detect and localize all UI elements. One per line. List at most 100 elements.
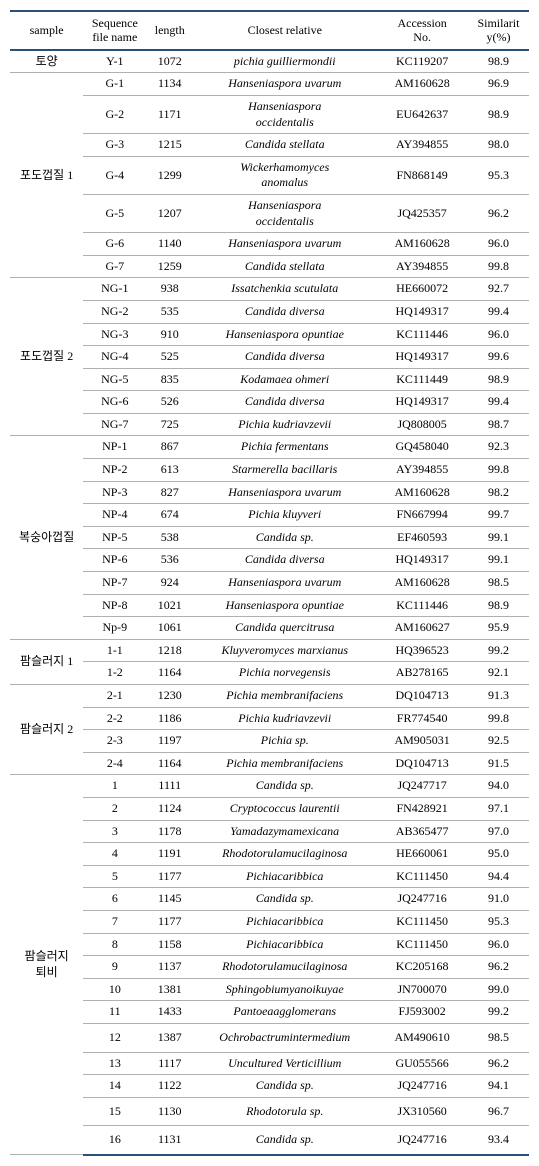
table-row: 141122Candida sp.JQ24771694.1 bbox=[10, 1075, 529, 1098]
similarity-cell: 97.1 bbox=[468, 797, 529, 820]
accession-cell: FR774540 bbox=[376, 707, 468, 730]
length-cell: 1218 bbox=[146, 639, 193, 662]
similarity-cell: 93.4 bbox=[468, 1126, 529, 1155]
relative-cell: Candida diversa bbox=[193, 346, 376, 369]
seq-cell: 6 bbox=[83, 888, 146, 911]
similarity-cell: 96.7 bbox=[468, 1097, 529, 1126]
length-cell: 938 bbox=[146, 278, 193, 301]
species-name: Pichia kluyveri bbox=[248, 507, 321, 521]
similarity-cell: 92.3 bbox=[468, 436, 529, 459]
table-row: NG-5835Kodamaea ohmeriKC11144998.9 bbox=[10, 368, 529, 391]
length-cell: 1197 bbox=[146, 730, 193, 753]
seq-cell: 3 bbox=[83, 820, 146, 843]
seq-cell: NP-3 bbox=[83, 481, 146, 504]
species-name: Pichia kudriavzevii bbox=[238, 417, 331, 431]
length-cell: 1130 bbox=[146, 1097, 193, 1126]
accession-cell: DQ104713 bbox=[376, 752, 468, 775]
similarity-cell: 95.0 bbox=[468, 843, 529, 866]
relative-cell: Candida stellata bbox=[193, 134, 376, 157]
length-cell: 1137 bbox=[146, 956, 193, 979]
accession-cell: GU055566 bbox=[376, 1052, 468, 1075]
accession-cell: FN428921 bbox=[376, 797, 468, 820]
table-row: NP-81021Hanseniaspora opuntiaeKC11144698… bbox=[10, 594, 529, 617]
similarity-cell: 92.1 bbox=[468, 662, 529, 685]
seq-cell: NG-7 bbox=[83, 413, 146, 436]
seq-cell: NG-4 bbox=[83, 346, 146, 369]
similarity-cell: 99.2 bbox=[468, 1001, 529, 1024]
table-row: 팜슬러지 11-11218Kluyveromyces marxianusHQ39… bbox=[10, 639, 529, 662]
accession-cell: DQ104713 bbox=[376, 685, 468, 708]
relative-cell: Candida sp. bbox=[193, 775, 376, 798]
relative-cell: Candida diversa bbox=[193, 300, 376, 323]
species-name: Candida quercitrusa bbox=[235, 620, 334, 634]
seq-cell: NP-1 bbox=[83, 436, 146, 459]
length-cell: 1178 bbox=[146, 820, 193, 843]
table-row: NP-3827Hanseniaspora uvarumAM16062898.2 bbox=[10, 481, 529, 504]
accession-cell: HQ149317 bbox=[376, 391, 468, 414]
similarity-cell: 91.0 bbox=[468, 888, 529, 911]
similarity-cell: 95.3 bbox=[468, 910, 529, 933]
seq-cell: G-6 bbox=[83, 233, 146, 256]
length-cell: 1072 bbox=[146, 50, 193, 73]
seq-cell: 15 bbox=[83, 1097, 146, 1126]
species-name: Cryptococcus laurentii bbox=[230, 801, 340, 815]
similarity-cell: 94.1 bbox=[468, 1075, 529, 1098]
similarity-cell: 98.9 bbox=[468, 50, 529, 73]
relative-cell: Candida sp. bbox=[193, 526, 376, 549]
relative-cell: Candida stellata bbox=[193, 255, 376, 278]
table-row: G-31215Candida stellataAY39485598.0 bbox=[10, 134, 529, 157]
sample-cell: 포도껍질 2 bbox=[10, 278, 83, 436]
species-name: Candida sp. bbox=[256, 1132, 314, 1146]
relative-cell: Kodamaea ohmeri bbox=[193, 368, 376, 391]
table-row: 131117Uncultured VerticilliumGU05556696.… bbox=[10, 1052, 529, 1075]
relative-cell: Rhodotorula sp. bbox=[193, 1097, 376, 1126]
relative-cell: Pantoeaagglomerans bbox=[193, 1001, 376, 1024]
table-row: G-61140Hanseniaspora uvarumAM16062896.0 bbox=[10, 233, 529, 256]
similarity-cell: 98.9 bbox=[468, 95, 529, 133]
relative-cell: Rhodotorulamucilaginosa bbox=[193, 956, 376, 979]
seq-cell: Np-9 bbox=[83, 617, 146, 640]
species-name: Candida sp. bbox=[256, 530, 314, 544]
relative-cell: Issatchenkia scutulata bbox=[193, 278, 376, 301]
col-sample: sample bbox=[10, 11, 83, 50]
relative-cell: Rhodotorulamucilaginosa bbox=[193, 843, 376, 866]
accession-cell: GQ458040 bbox=[376, 436, 468, 459]
species-name: Pichiacaribbica bbox=[246, 914, 323, 928]
col-relative: Closest relative bbox=[193, 11, 376, 50]
sample-cell: 팜슬러지 1 bbox=[10, 639, 83, 684]
species-name: Candida diversa bbox=[245, 552, 325, 566]
species-name: Uncultured Verticillium bbox=[228, 1056, 341, 1070]
similarity-cell: 96.2 bbox=[468, 956, 529, 979]
table-row: 1-21164Pichia norvegensisAB27816592.1 bbox=[10, 662, 529, 685]
seq-cell: NP-5 bbox=[83, 526, 146, 549]
accession-cell: KC111449 bbox=[376, 368, 468, 391]
accession-cell: HQ149317 bbox=[376, 549, 468, 572]
table-row: NP-2613Starmerella bacillarisAY39485599.… bbox=[10, 459, 529, 482]
sample-cell: 토양 bbox=[10, 50, 83, 73]
seq-cell: G-1 bbox=[83, 73, 146, 96]
seq-cell: 10 bbox=[83, 978, 146, 1001]
length-cell: 924 bbox=[146, 572, 193, 595]
species-name: Starmerella bacillaris bbox=[232, 462, 337, 476]
similarity-cell: 99.1 bbox=[468, 549, 529, 572]
species-name: pichia guilliermondii bbox=[234, 54, 336, 68]
seq-cell: 4 bbox=[83, 843, 146, 866]
similarity-cell: 99.0 bbox=[468, 978, 529, 1001]
species-name: Hanseniasporaoccidentalis bbox=[248, 99, 321, 129]
seq-cell: 13 bbox=[83, 1052, 146, 1075]
length-cell: 1140 bbox=[146, 233, 193, 256]
seq-cell: 1-2 bbox=[83, 662, 146, 685]
similarity-cell: 99.7 bbox=[468, 504, 529, 527]
relative-cell: Sphingobiumyanoikuyae bbox=[193, 978, 376, 1001]
seq-cell: NG-6 bbox=[83, 391, 146, 414]
seq-cell: NG-5 bbox=[83, 368, 146, 391]
accession-cell: JQ247716 bbox=[376, 1126, 468, 1155]
accession-cell: AM160628 bbox=[376, 233, 468, 256]
accession-cell: HE660072 bbox=[376, 278, 468, 301]
length-cell: 1171 bbox=[146, 95, 193, 133]
accession-cell: AM490610 bbox=[376, 1023, 468, 1052]
length-cell: 1299 bbox=[146, 156, 193, 194]
length-cell: 1111 bbox=[146, 775, 193, 798]
length-cell: 867 bbox=[146, 436, 193, 459]
seq-cell: 2 bbox=[83, 797, 146, 820]
